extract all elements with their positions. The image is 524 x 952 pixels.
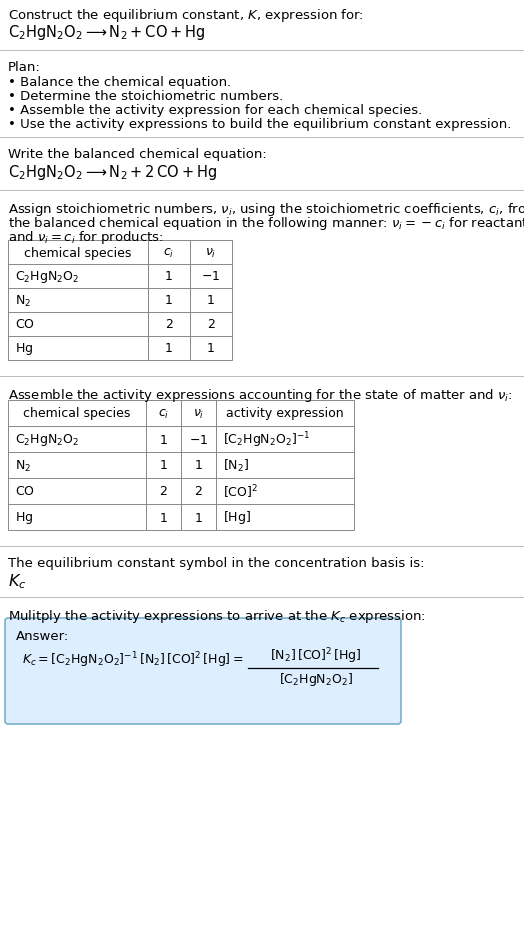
Text: 1: 1 [207,294,215,307]
Text: 1: 1 [165,270,173,283]
Text: activity expression: activity expression [226,407,344,420]
Text: 2: 2 [207,318,215,331]
Text: $\nu_i$: $\nu_i$ [193,407,204,420]
Text: $\mathrm{CO}$: $\mathrm{CO}$ [15,318,35,331]
FancyBboxPatch shape [5,619,401,724]
Text: $\mathrm{CO}$: $\mathrm{CO}$ [15,485,35,498]
Text: 2: 2 [165,318,173,331]
Text: the balanced chemical equation in the following manner: $\nu_i = -c_i$ for react: the balanced chemical equation in the fo… [8,215,524,231]
Text: $\mathrm{N_2}$: $\mathrm{N_2}$ [15,458,31,473]
Text: Assign stoichiometric numbers, $\nu_i$, using the stoichiometric coefficients, $: Assign stoichiometric numbers, $\nu_i$, … [8,201,524,218]
Text: chemical species: chemical species [23,407,130,420]
Text: • Assemble the activity expression for each chemical species.: • Assemble the activity expression for e… [8,104,422,117]
Text: Construct the equilibrium constant, $K$, expression for:: Construct the equilibrium constant, $K$,… [8,7,364,24]
Text: 2: 2 [160,485,168,498]
Bar [8,241,232,361]
Text: $\mathrm{C_2HgN_2O_2}$: $\mathrm{C_2HgN_2O_2}$ [15,431,79,447]
Text: $\mathrm{Hg}$: $\mathrm{Hg}$ [15,509,34,526]
Text: Answer:: Answer: [16,629,69,643]
Text: $\mathrm{C_2HgN_2O_2} \longrightarrow \mathrm{N_2 + CO + Hg}$: $\mathrm{C_2HgN_2O_2} \longrightarrow \m… [8,23,205,42]
Text: • Determine the stoichiometric numbers.: • Determine the stoichiometric numbers. [8,89,283,103]
Text: $[\mathrm{Hg}]$: $[\mathrm{Hg}]$ [223,509,251,526]
Text: $\mathrm{N_2}$: $\mathrm{N_2}$ [15,293,31,308]
Text: Mulitply the activity expressions to arrive at the $K_c$ expression:: Mulitply the activity expressions to arr… [8,607,426,625]
Text: 1: 1 [160,433,168,446]
Text: $[\mathrm{CO}]^2$: $[\mathrm{CO}]^2$ [223,483,258,500]
Text: $-1$: $-1$ [201,270,221,283]
Text: Write the balanced chemical equation:: Write the balanced chemical equation: [8,148,267,161]
Text: and $\nu_i = c_i$ for products:: and $\nu_i = c_i$ for products: [8,228,163,246]
Text: • Use the activity expressions to build the equilibrium constant expression.: • Use the activity expressions to build … [8,118,511,130]
Text: 1: 1 [165,294,173,307]
Text: 1: 1 [160,459,168,472]
Text: $K_c$: $K_c$ [8,571,26,590]
Text: $-1$: $-1$ [189,433,208,446]
Text: $[\mathrm{C_2HgN_2O_2}]^{-1}$: $[\mathrm{C_2HgN_2O_2}]^{-1}$ [223,429,310,449]
Text: 1: 1 [165,342,173,355]
Text: 1: 1 [207,342,215,355]
Text: $[\mathrm{N_2}]$: $[\mathrm{N_2}]$ [223,458,249,473]
Text: $[\mathrm{N_2}]\,[\mathrm{CO}]^2\,[\mathrm{Hg}]$: $[\mathrm{N_2}]\,[\mathrm{CO}]^2\,[\math… [270,645,362,665]
Text: Plan:: Plan: [8,61,41,74]
Text: • Balance the chemical equation.: • Balance the chemical equation. [8,76,231,89]
Text: $c_i$: $c_i$ [163,247,174,259]
Text: $\mathrm{Hg}$: $\mathrm{Hg}$ [15,341,34,357]
Text: 1: 1 [194,511,202,524]
Text: $c_i$: $c_i$ [158,407,169,420]
Text: chemical species: chemical species [24,247,132,259]
Text: The equilibrium constant symbol in the concentration basis is:: The equilibrium constant symbol in the c… [8,556,424,569]
Text: $[\mathrm{C_2HgN_2O_2}]$: $[\mathrm{C_2HgN_2O_2}]$ [279,670,353,687]
Text: 2: 2 [194,485,202,498]
Text: $K_c = [\mathrm{C_2HgN_2O_2}]^{-1}\,[\mathrm{N_2}]\,[\mathrm{CO}]^2\,[\mathrm{Hg: $K_c = [\mathrm{C_2HgN_2O_2}]^{-1}\,[\ma… [22,649,244,669]
Text: $\nu_i$: $\nu_i$ [205,247,217,259]
Text: Assemble the activity expressions accounting for the state of matter and $\nu_i$: Assemble the activity expressions accoun… [8,387,512,404]
Text: $\mathrm{C_2HgN_2O_2} \longrightarrow \mathrm{N_2 + 2\,CO + Hg}$: $\mathrm{C_2HgN_2O_2} \longrightarrow \m… [8,163,217,182]
Bar [8,401,354,530]
Text: 1: 1 [194,459,202,472]
Text: 1: 1 [160,511,168,524]
Text: $\mathrm{C_2HgN_2O_2}$: $\mathrm{C_2HgN_2O_2}$ [15,268,79,285]
